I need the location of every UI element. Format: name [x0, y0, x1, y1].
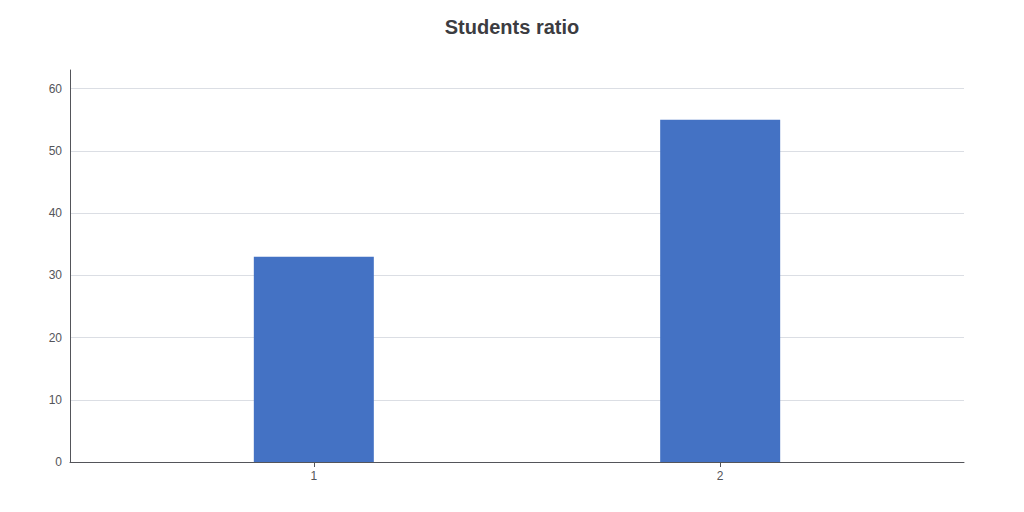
svg-text:30: 30	[49, 268, 63, 282]
svg-text:50: 50	[49, 144, 63, 158]
svg-text:Students ratio: Students ratio	[445, 16, 579, 38]
svg-text:0: 0	[55, 455, 62, 469]
svg-text:2: 2	[717, 469, 724, 483]
svg-text:10: 10	[49, 393, 63, 407]
svg-text:1: 1	[310, 469, 317, 483]
svg-text:40: 40	[49, 206, 63, 220]
svg-text:60: 60	[49, 82, 63, 96]
svg-text:20: 20	[49, 331, 63, 345]
